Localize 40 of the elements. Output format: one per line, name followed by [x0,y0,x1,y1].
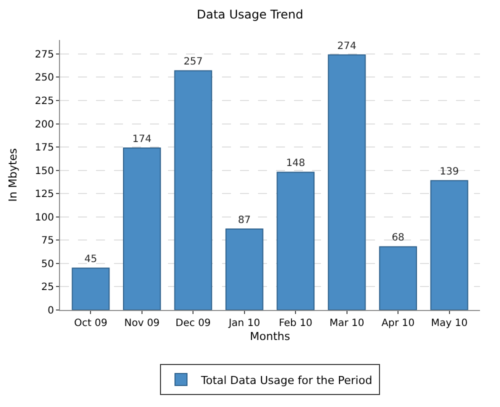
x-axis-title: Months [250,330,290,344]
bar [225,228,264,310]
x-tick-label: May 10 [430,318,468,329]
chart-title: Data Usage Trend [196,8,304,22]
bar [276,172,315,310]
bar [430,180,468,310]
y-axis-title: In Mbytes [6,148,20,202]
x-tick-label: Oct 09 [74,318,108,329]
y-tick-label: 125 [34,189,54,200]
y-tick-label: 25 [41,282,54,294]
y-tick-label: 275 [34,49,54,60]
legend-label: Total Data Usage for the Period [200,374,372,387]
data-label: 139 [440,166,459,178]
data-label: 45 [84,254,98,266]
y-tick-label: 150 [34,166,54,177]
bar [379,246,417,310]
data-label: 257 [184,56,203,68]
y-tick-label: 250 [34,72,54,84]
x-tick-label: Apr 10 [381,318,415,329]
x-tick-label: Dec 09 [176,318,211,329]
y-tick-label: 50 [41,258,54,270]
x-tick-label: Mar 10 [329,318,364,329]
x-tick-label: Jan 10 [228,318,260,329]
data-label: 148 [286,158,306,170]
y-tick-label: 175 [34,142,54,154]
y-tick-label: 0 [48,306,54,316]
y-tick-label: 100 [34,212,54,224]
x-tick-label: Feb 10 [278,318,312,329]
bar [174,70,212,310]
y-tick-label: 75 [41,236,54,247]
data-label: 274 [337,40,356,52]
data-label: 174 [132,134,152,145]
data-label: 87 [238,215,251,226]
y-tick-label: 225 [34,96,54,108]
data-label: 68 [392,232,404,244]
bar [123,148,161,310]
bar [328,54,366,310]
x-tick-label: Nov 09 [124,318,160,329]
y-tick-label: 200 [34,119,54,130]
bar [72,268,110,310]
